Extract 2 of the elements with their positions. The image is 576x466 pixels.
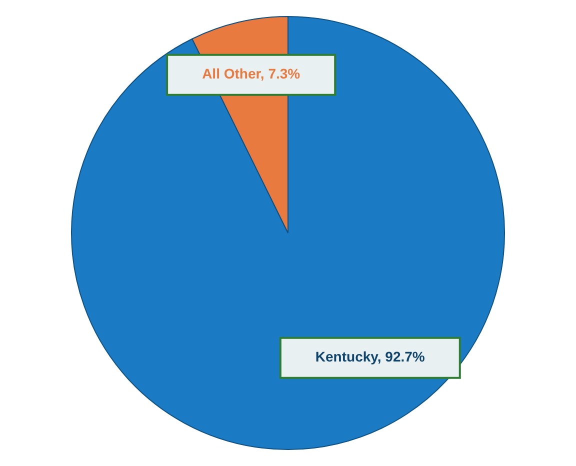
slice-label: Kentucky, 92.7%	[315, 348, 426, 365]
slice-label: All Other, 7.3%	[202, 66, 301, 82]
